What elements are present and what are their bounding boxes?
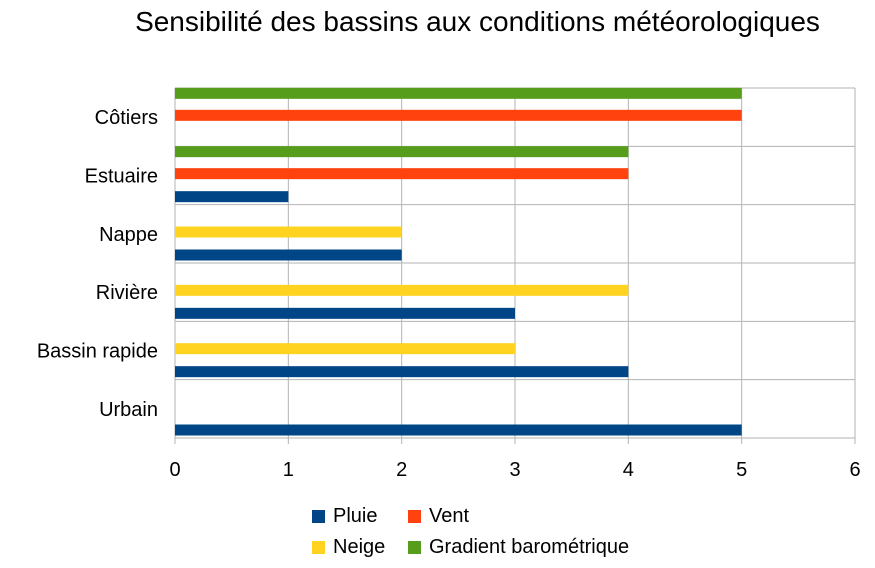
legend-item-gradient-barometrique: Gradient barométrique — [408, 536, 629, 559]
legend-label: Pluie — [333, 505, 378, 527]
x-tick-label: 6 — [849, 459, 860, 481]
legend-label: Vent — [429, 505, 470, 527]
x-tick-label: 0 — [169, 459, 180, 481]
y-tick-label: Bassin rapide — [37, 341, 158, 363]
bar-neige-1 — [175, 343, 515, 355]
bar-pluie-0 — [175, 424, 742, 436]
legend-label: Gradient barométrique — [429, 536, 630, 558]
x-tick-label: 3 — [509, 459, 520, 481]
legend-item-vent: Vent — [408, 505, 469, 528]
bar-pluie-2 — [175, 307, 515, 319]
x-tick-label: 1 — [283, 459, 294, 481]
y-tick-label: Côtiers — [95, 107, 158, 129]
legend-swatch — [408, 541, 421, 554]
bar-gradient-barom-trique-4 — [175, 146, 629, 158]
legend-swatch — [312, 541, 325, 554]
y-tick-label: Urbain — [99, 399, 158, 421]
bar-vent-4 — [175, 168, 629, 180]
legend-item-neige: Neige — [312, 536, 385, 559]
bar-vent-5 — [175, 109, 742, 121]
y-tick-label: Nappe — [99, 224, 158, 246]
legend-item-pluie: Pluie — [312, 505, 377, 528]
legend-swatch — [312, 510, 325, 523]
bar-neige-3 — [175, 226, 402, 238]
axes: 0 1 2 3 4 5 6 Urbain Bassin rapide Rivière Nappe Es… — [37, 107, 861, 481]
bar-pluie-1 — [175, 366, 629, 378]
y-tick-label: Estuaire — [85, 166, 158, 188]
grid — [174, 87, 856, 444]
x-tick-label: 4 — [623, 459, 634, 481]
legend-label: Neige — [333, 536, 386, 558]
legend-swatch — [408, 510, 421, 523]
chart-title: Sensibilité des bassins aux conditions m… — [135, 6, 820, 37]
x-tick-label: 5 — [736, 459, 747, 481]
bar-gradient-barom-trique-5 — [175, 87, 742, 99]
x-tick-label: 2 — [396, 459, 407, 481]
bar-pluie-3 — [175, 249, 402, 261]
bar-neige-2 — [175, 284, 629, 296]
y-tick-label: Rivière — [96, 282, 158, 304]
bar-pluie-4 — [175, 191, 289, 203]
bars — [175, 87, 742, 436]
